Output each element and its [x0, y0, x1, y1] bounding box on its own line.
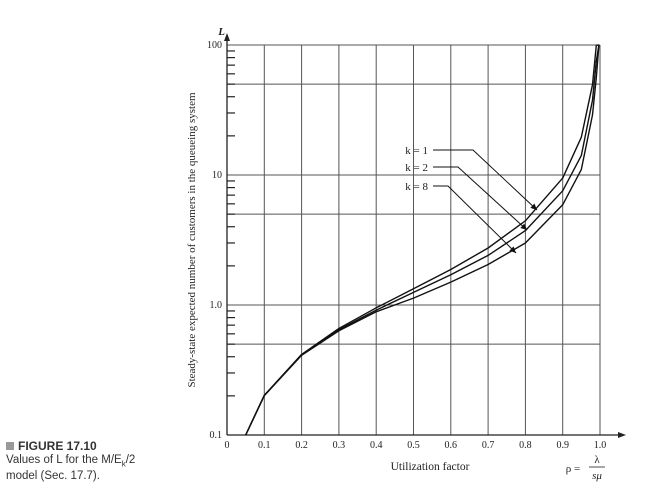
x-formula-lhs: ρ =	[566, 463, 580, 475]
y-tick-label: 1.0	[210, 300, 223, 311]
figure-caption: FIGURE 17.10 Values of L for the M/Ek/2 …	[6, 440, 196, 483]
curve-k2	[245, 44, 600, 436]
x-tick-label: 0.8	[519, 440, 532, 451]
x-formula-denominator: sμ	[592, 470, 602, 482]
x-tick-label: 1.0	[594, 440, 607, 451]
y-axis-label: Steady-state expected number of customer…	[186, 92, 198, 388]
caption-text: Values of L for the M/E	[6, 454, 122, 466]
x-axis-arrow-icon	[618, 432, 626, 438]
legend-leader-line	[433, 185, 517, 254]
caption-text-line2: model (Sec. 17.7).	[6, 470, 100, 483]
curve-k1	[245, 44, 599, 436]
legend-label: k = 1	[405, 145, 428, 157]
x-tick-label: 0.2	[295, 440, 308, 451]
x-tick-label: 0.1	[258, 440, 271, 451]
legend-leader-line	[433, 149, 538, 211]
caption-text-end: /2	[125, 454, 136, 466]
y-tick-label: 0.1	[210, 430, 223, 441]
x-tick-label: 0.3	[333, 440, 346, 451]
x-tick-label: 0.7	[482, 440, 495, 451]
legend-arrow-icon	[520, 223, 527, 230]
x-tick-label: 0	[225, 440, 230, 451]
y-axis-symbol: L	[217, 26, 225, 38]
y-axis-arrow-icon	[224, 33, 230, 41]
x-tick-label: 0.4	[370, 440, 383, 451]
legend-arrow-icon	[530, 203, 537, 210]
curve-k8	[245, 44, 600, 436]
caption-square-icon	[6, 442, 14, 450]
x-tick-label: 0.9	[556, 440, 569, 451]
caption-subscript: k	[121, 459, 126, 469]
x-tick-label: 0.5	[407, 440, 420, 451]
legend-label: k = 2	[405, 162, 428, 174]
figure-label: FIGURE 17.10	[18, 439, 97, 453]
x-axis-label: Utilization factor	[391, 461, 470, 473]
x-formula-numerator: λ	[594, 454, 600, 466]
y-tick-label: 100	[207, 40, 222, 51]
legend-arrow-icon	[509, 246, 516, 253]
x-tick-label: 0.6	[445, 440, 458, 451]
y-tick-label: 10	[212, 170, 222, 181]
legend-label: k = 8	[405, 181, 428, 193]
legend-leader-line	[433, 166, 528, 231]
